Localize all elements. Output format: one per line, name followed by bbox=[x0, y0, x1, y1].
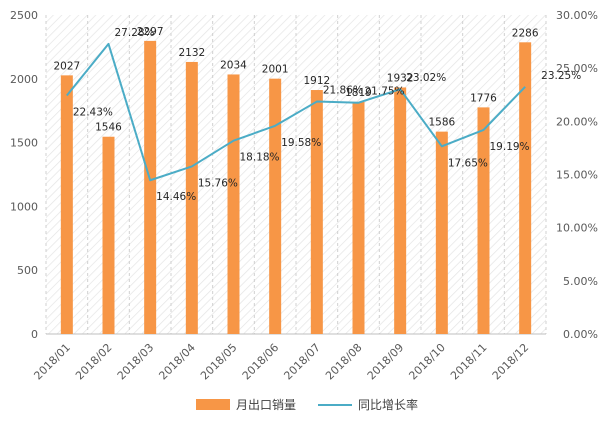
bar-data-label: 1912 bbox=[303, 75, 330, 87]
x-tick-label: 2018/10 bbox=[406, 341, 448, 383]
y-left-tick-label: 500 bbox=[17, 264, 38, 277]
bar-data-label: 2027 bbox=[53, 60, 80, 72]
bar bbox=[144, 40, 157, 334]
bar bbox=[227, 74, 240, 334]
bar bbox=[310, 90, 323, 334]
line-data-label: 14.46% bbox=[156, 191, 196, 203]
bar bbox=[102, 136, 115, 334]
legend[interactable]: 月出口销量 同比增长率 bbox=[196, 397, 418, 412]
x-tick-label: 2018/04 bbox=[156, 341, 198, 383]
line-data-label: 15.76% bbox=[198, 177, 238, 189]
line-data-label: 23.25% bbox=[541, 70, 581, 82]
x-tick-label: 2018/05 bbox=[198, 341, 240, 383]
bar bbox=[185, 61, 198, 335]
y-left-tick-label: 2000 bbox=[10, 73, 38, 86]
bar-data-label: 2286 bbox=[512, 27, 539, 39]
bar-data-label: 2034 bbox=[220, 59, 247, 71]
x-tick-label: 2018/11 bbox=[448, 341, 490, 383]
y-right-tick-label: 25.00% bbox=[556, 62, 598, 75]
x-tick-label: 2018/12 bbox=[490, 341, 532, 383]
bar-data-label: 1776 bbox=[470, 92, 497, 104]
line-data-label: 21.75% bbox=[365, 86, 405, 98]
data-labels: 2027 1546 2297 2132 2034 2001 1912 1819 1932 1586… bbox=[53, 26, 581, 203]
x-tick-label: 2018/08 bbox=[323, 341, 365, 383]
bar-data-label: 1586 bbox=[428, 117, 455, 129]
bar bbox=[394, 87, 407, 334]
y-left-tick-label: 1500 bbox=[10, 137, 38, 150]
y-right-tick-label: 15.00% bbox=[556, 169, 598, 182]
x-tick-label: 2018/01 bbox=[31, 341, 73, 383]
line-data-label: 27.28% bbox=[115, 27, 155, 39]
y-left-tick-label: 0 bbox=[31, 328, 38, 341]
bar-data-label: 1932 bbox=[387, 72, 414, 84]
bar-data-label: 1819 bbox=[345, 87, 372, 99]
bar-series bbox=[60, 40, 532, 335]
bar bbox=[435, 131, 448, 334]
x-tick-label: 2018/03 bbox=[115, 341, 157, 383]
bar bbox=[477, 107, 490, 334]
line-data-label: 17.65% bbox=[448, 157, 488, 169]
line-series bbox=[66, 42, 526, 182]
x-tick-label: 2018/02 bbox=[73, 341, 115, 383]
growth-rate-line bbox=[66, 42, 526, 182]
y-right-tick-label: 0.00% bbox=[563, 328, 598, 341]
line-data-label: 23.02% bbox=[406, 72, 446, 84]
bar-data-label: 1546 bbox=[95, 122, 122, 134]
bar bbox=[60, 75, 73, 334]
line-data-label: 19.19% bbox=[490, 141, 530, 153]
bar-data-label: 2297 bbox=[137, 26, 164, 38]
bar bbox=[519, 42, 532, 335]
bar-data-label: 2001 bbox=[262, 64, 289, 76]
line-data-label: 19.58% bbox=[281, 137, 321, 149]
legend-label-line: 同比增长率 bbox=[358, 397, 418, 412]
line-data-label: 21.86% bbox=[323, 85, 363, 97]
line-data-label: 18.18% bbox=[240, 152, 280, 164]
gridlines bbox=[45, 15, 547, 334]
y-left-tick-label: 1000 bbox=[10, 200, 38, 213]
y-right-tick-label: 5.00% bbox=[563, 275, 598, 288]
y-left-tick-label: 2500 bbox=[10, 9, 38, 22]
y-right-tick-label: 30.00% bbox=[556, 9, 598, 22]
bar-data-label: 2132 bbox=[178, 47, 205, 59]
legend-swatch-bar bbox=[196, 399, 230, 410]
x-tick-label: 2018/06 bbox=[240, 341, 282, 383]
legend-label-bar: 月出口销量 bbox=[236, 398, 296, 412]
bar bbox=[269, 78, 282, 335]
line-data-label: 22.43% bbox=[73, 106, 113, 118]
bar bbox=[352, 101, 365, 334]
y-right-tick-label: 10.00% bbox=[556, 222, 598, 235]
x-tick-label: 2018/09 bbox=[365, 341, 407, 383]
y-right-tick-label: 20.00% bbox=[556, 115, 598, 128]
x-tick-label: 2018/07 bbox=[281, 341, 323, 383]
